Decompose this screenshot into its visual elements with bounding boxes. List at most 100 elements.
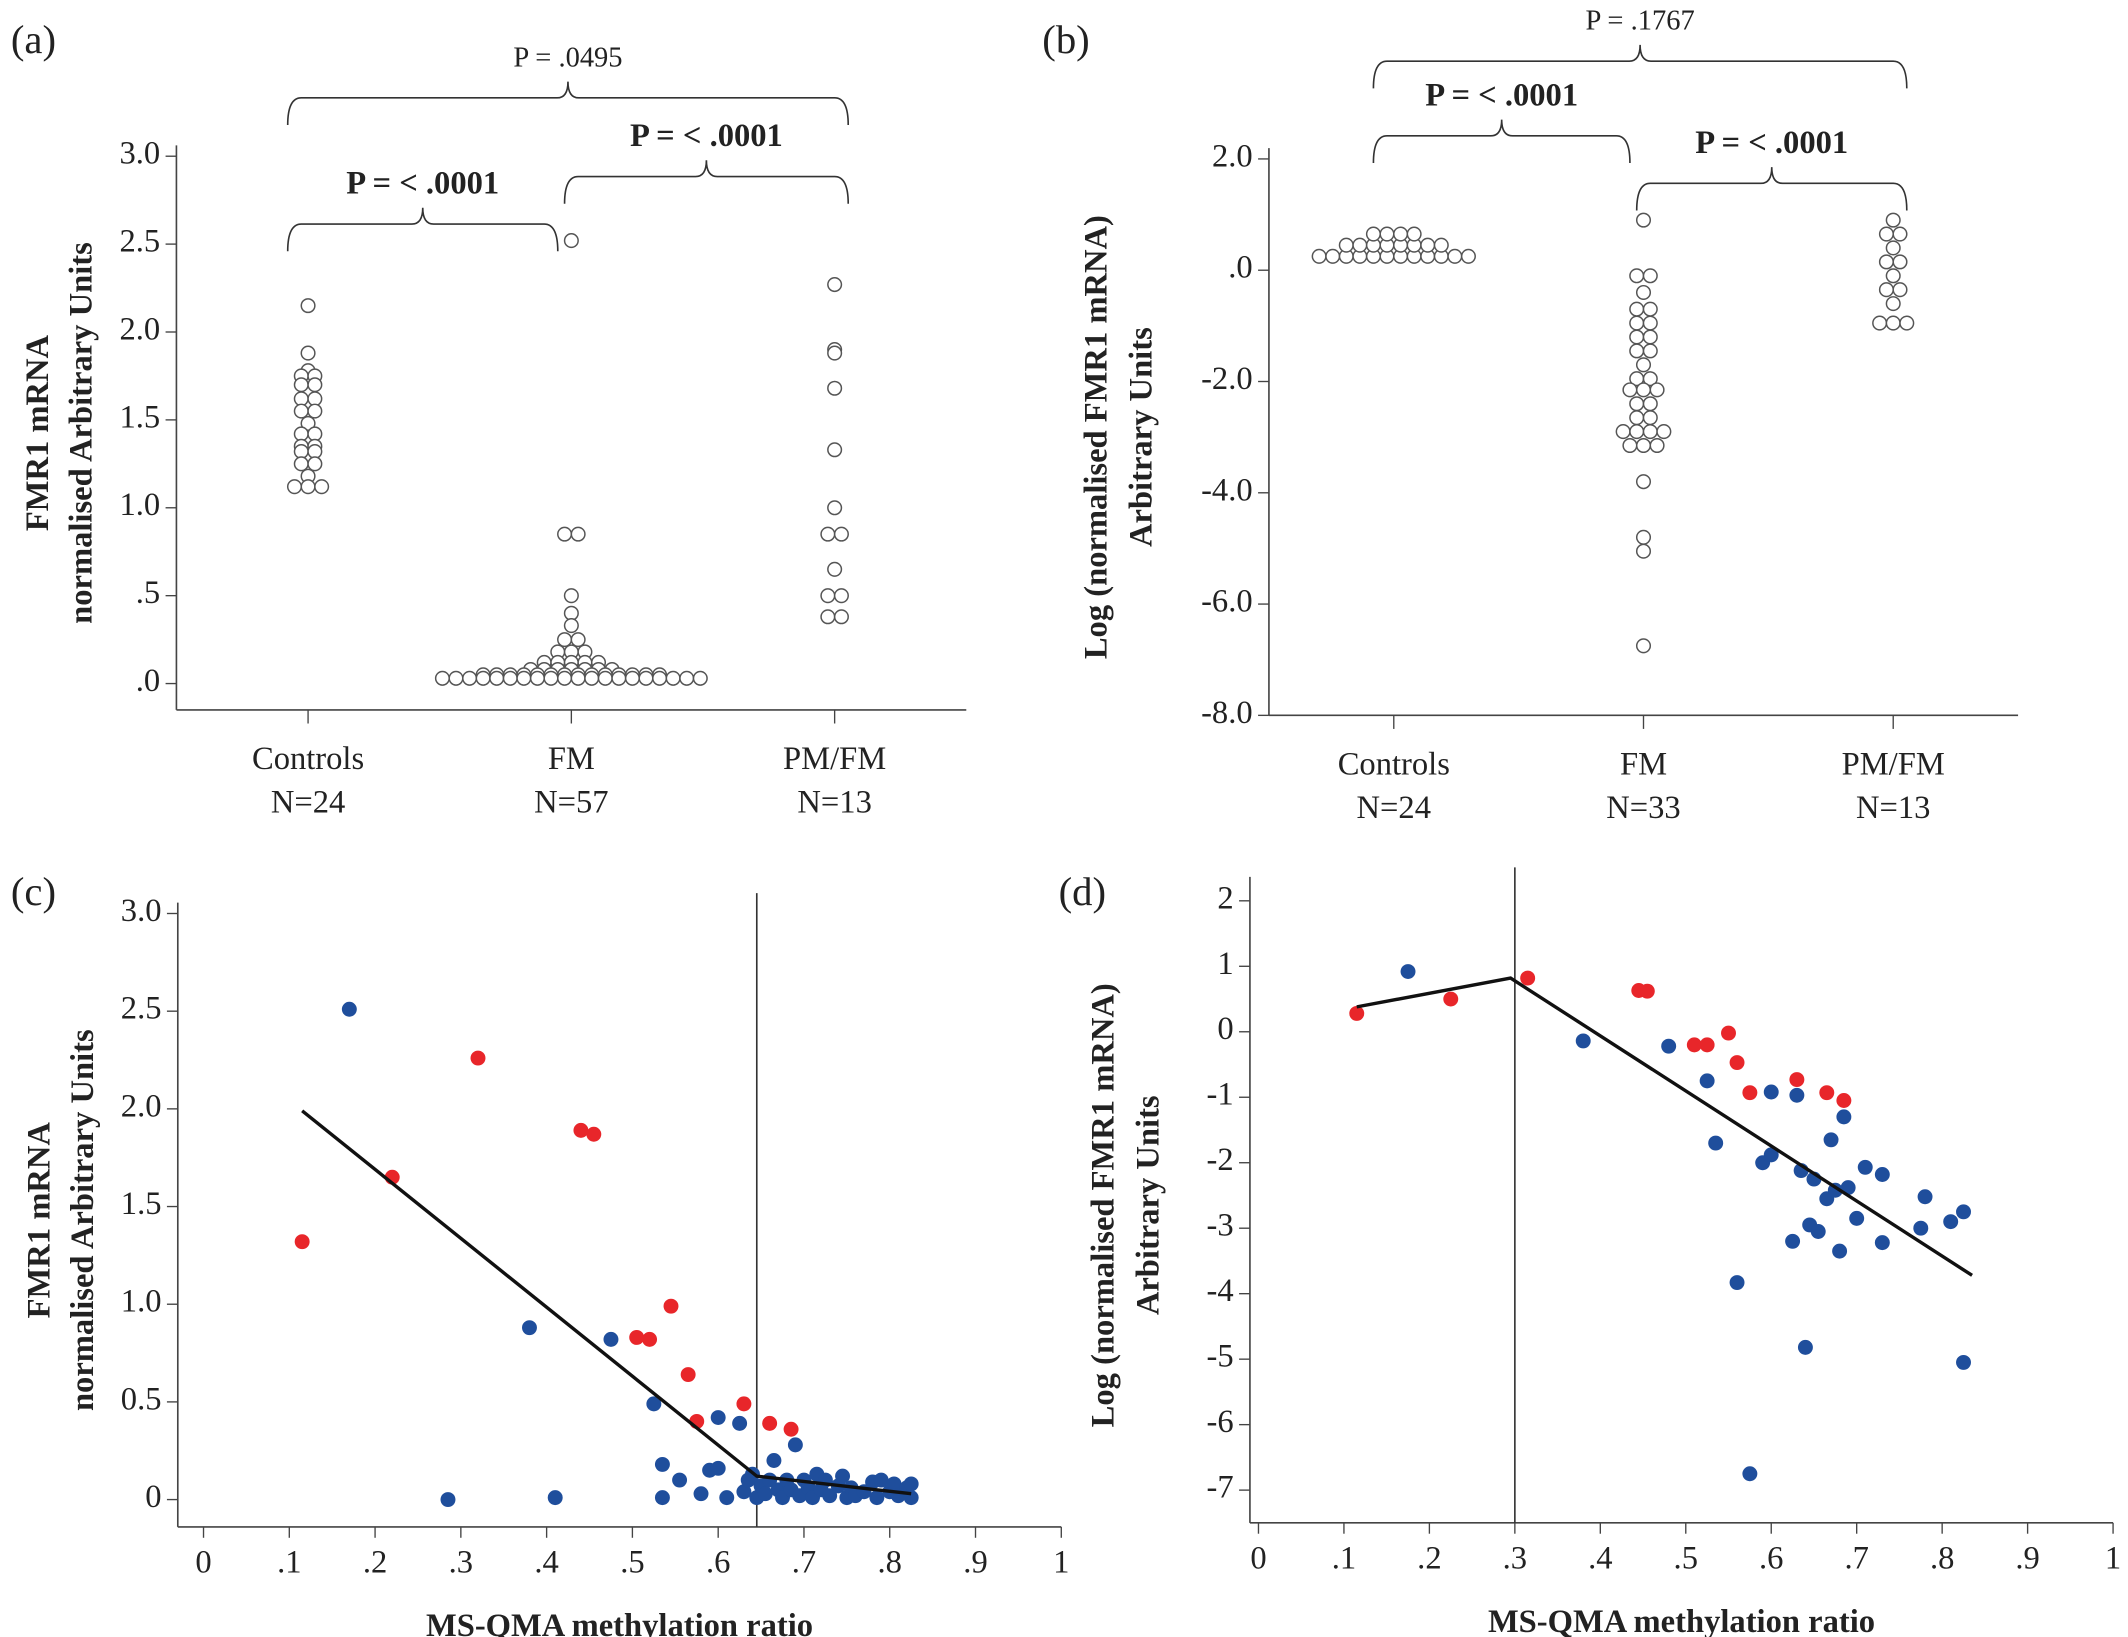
data-point	[1885, 240, 1901, 256]
data-point	[1575, 1033, 1591, 1049]
x-tick-label: FM	[548, 741, 595, 777]
data-point	[1836, 1093, 1852, 1108]
panel-label: (c)	[11, 869, 56, 914]
panel-label: (b)	[1042, 17, 1089, 62]
data-point	[440, 1492, 456, 1508]
y-tick-label: 2.0	[119, 311, 160, 347]
data-point	[1797, 1339, 1813, 1355]
y-axis-label: Log (normalised FMR1 mRNA)	[1079, 215, 1115, 659]
data-point	[736, 1396, 752, 1412]
data-point	[547, 1490, 563, 1506]
data-point	[783, 1421, 799, 1437]
data-point	[710, 1410, 726, 1425]
data-point	[1642, 268, 1658, 284]
data-point	[1699, 1073, 1715, 1089]
y-tick-label: 3.0	[119, 136, 160, 172]
data-point	[732, 1415, 748, 1431]
bracket	[1372, 119, 1631, 164]
data-point	[1642, 424, 1658, 440]
data-point	[1642, 315, 1658, 331]
data-point	[1878, 226, 1894, 242]
data-point	[307, 377, 323, 393]
data-point	[719, 1490, 735, 1506]
x-tick-label: .1	[277, 1544, 301, 1580]
data-point	[1349, 1005, 1365, 1021]
data-point	[1956, 1354, 1971, 1370]
x-tick-label: 1	[1053, 1544, 1069, 1580]
data-point	[1661, 1038, 1677, 1054]
x-tick-label: PM/FM	[783, 741, 886, 777]
data-point	[1885, 268, 1901, 284]
data-point	[1819, 1085, 1835, 1101]
y-tick-label: 0	[145, 1479, 161, 1515]
y-tick-label: -6.0	[1201, 584, 1253, 620]
y-tick-label: -2.0	[1201, 361, 1253, 397]
data-point	[654, 1456, 670, 1472]
data-point	[1642, 301, 1658, 317]
x-tick-label: .7	[1844, 1540, 1868, 1576]
x-axis-label: MS-QMA methylation ratio	[426, 1608, 813, 1637]
x-tick-label: .3	[449, 1544, 473, 1580]
data-point	[557, 526, 573, 542]
x-tick-label: .4	[1588, 1540, 1612, 1576]
data-point	[869, 1490, 885, 1506]
data-point	[1635, 638, 1652, 654]
data-point	[1629, 329, 1645, 345]
x-tick-label: .9	[963, 1544, 987, 1580]
data-point	[1420, 237, 1436, 253]
data-point	[1642, 396, 1658, 412]
y-tick-label: .0	[136, 663, 160, 699]
x-tick-label: .5	[1674, 1540, 1698, 1576]
data-point	[833, 526, 849, 542]
x-tick-label: .2	[363, 1544, 387, 1580]
x-tick-label: Controls	[1338, 746, 1450, 782]
y-tick-label: 2.5	[119, 224, 160, 260]
x-tick-label: .4	[534, 1544, 558, 1580]
data-point	[680, 1367, 696, 1383]
data-point	[1810, 1224, 1826, 1239]
y-axis-label: Arbitrary Units	[1124, 327, 1160, 547]
data-point	[1892, 254, 1908, 270]
data-point	[1629, 301, 1645, 317]
data-point	[1629, 410, 1645, 426]
data-point	[1708, 1135, 1724, 1151]
data-point	[300, 479, 316, 495]
data-point	[1642, 343, 1658, 359]
data-point	[1899, 315, 1915, 331]
data-point	[787, 1437, 803, 1453]
data-point	[1857, 1159, 1873, 1175]
data-point	[1721, 1025, 1736, 1041]
data-point	[1629, 396, 1645, 412]
data-point	[307, 456, 323, 472]
data-point	[611, 670, 627, 686]
data-point	[762, 1415, 778, 1431]
data-point	[300, 345, 316, 361]
y-tick-label: 1.5	[119, 399, 160, 435]
data-point	[1635, 474, 1652, 490]
p-value: P = < .0001	[630, 118, 783, 154]
data-point	[1913, 1220, 1929, 1236]
data-point	[586, 1126, 602, 1142]
y-axis-label: Log (normalised FMR1 mRNA)	[1086, 983, 1122, 1427]
data-point	[652, 670, 668, 686]
data-point	[1460, 248, 1476, 264]
data-point	[1917, 1189, 1933, 1205]
data-point	[293, 377, 309, 393]
data-point	[1956, 1204, 1971, 1220]
data-point	[294, 1234, 310, 1250]
data-point	[679, 670, 695, 686]
x-tick-label: .2	[1417, 1540, 1441, 1576]
p-value: P = < .0001	[346, 166, 499, 202]
data-point	[665, 670, 681, 686]
p-value: P = .0495	[513, 42, 622, 73]
panel-label: (a)	[11, 17, 56, 62]
data-point	[757, 1486, 773, 1502]
data-point	[1878, 254, 1894, 270]
data-point	[1642, 410, 1658, 426]
data-point	[1729, 1275, 1745, 1291]
bracket	[1635, 167, 1908, 211]
panel: (c)FMR1 mRNA normalised Arbitrary Units00…	[11, 869, 1070, 1637]
data-point	[448, 670, 464, 686]
data-point	[293, 403, 309, 419]
data-point	[470, 1050, 486, 1066]
